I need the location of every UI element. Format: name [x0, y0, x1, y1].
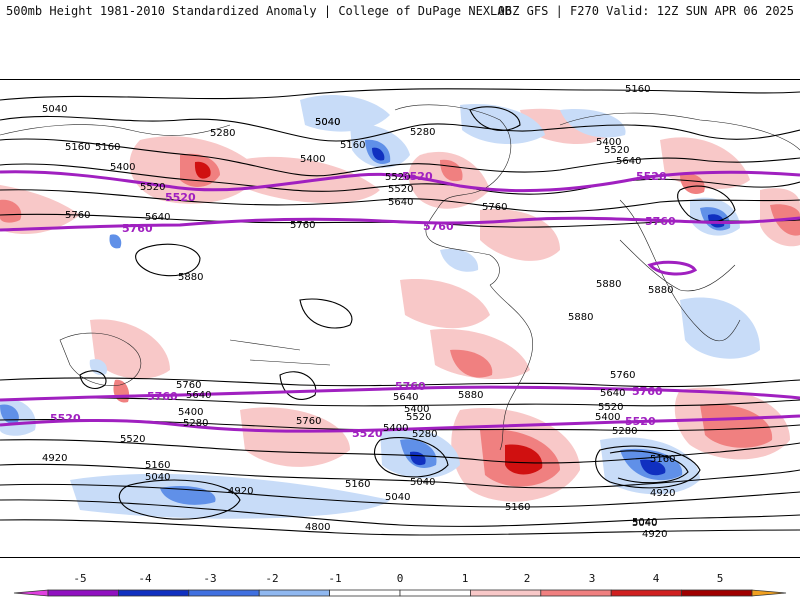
contour-label: 5280 — [183, 418, 208, 429]
contour-label: 5760 — [482, 202, 507, 213]
contour-label: 5640 — [145, 212, 170, 223]
contour-label: 5040 — [315, 117, 340, 128]
contour-label: 5520 — [598, 402, 623, 413]
contour-label: 5520 — [385, 172, 410, 183]
model-run-label: 06Z GFS | F270 Valid: 12Z SUN APR 06 202… — [497, 4, 794, 18]
reference-label: 5760 — [645, 215, 676, 228]
contour-label: 5400 — [595, 412, 620, 423]
contour-label: 5760 — [296, 416, 321, 427]
colorbar-tick: 5 — [716, 572, 724, 585]
contour-label: 5640 — [393, 392, 418, 403]
contour-label: 5640 — [186, 390, 211, 401]
reference-label: 5520 — [625, 415, 656, 428]
contour-label: 5400 — [383, 423, 408, 434]
contour-label: 5280 — [410, 127, 435, 138]
anomaly-shading — [0, 95, 800, 519]
contour-label: 5280 — [412, 429, 437, 440]
reference-label: 5760 — [147, 390, 178, 403]
contour-label: 5160 — [145, 460, 170, 471]
contour-label: 5400 — [300, 154, 325, 165]
contour-labels: 5160 5040 5040 5160 5280 5400 5520 5640 … — [42, 84, 675, 540]
colorbar-tick: 3 — [588, 572, 596, 585]
contour-label: 5400 — [404, 404, 429, 415]
reference-label: 5520 — [402, 170, 433, 183]
contour-label: 5280 — [612, 426, 637, 437]
contour-label: 5640 — [388, 197, 413, 208]
contour-label: 5040 — [632, 517, 657, 528]
contour-label: 5520 — [120, 434, 145, 445]
contour-label: 5520 — [604, 145, 629, 156]
contour-label: 5520 — [406, 412, 431, 423]
reference-label: 5760 — [423, 220, 454, 233]
contour-label: 5160 — [340, 140, 365, 151]
colorbar-tick: -1 — [328, 572, 342, 585]
colorbar-tick: -2 — [265, 572, 279, 585]
contour-label: 5040 — [42, 104, 67, 115]
contour-label: 5160 — [505, 502, 530, 513]
contour-label: 4920 — [228, 486, 253, 497]
contour-label: 5400 — [178, 407, 203, 418]
contour-label: 5160 — [650, 454, 675, 465]
reference-label: 5520 — [165, 191, 196, 204]
colorbar: -5 -4 -3 -2 -1 0 1 2 3 4 5 — [0, 572, 800, 600]
contour-label: 5640 — [600, 388, 625, 399]
contour-label: 4920 — [642, 529, 667, 540]
contour-label: 5040 — [145, 472, 170, 483]
colorbar-tick: 1 — [461, 572, 469, 585]
colorbar-tick: -4 — [138, 572, 152, 585]
contour-label: 5880 — [568, 312, 593, 323]
colorbar-tick: -3 — [203, 572, 217, 585]
map-header: 500mb Height 1981-2010 Standardized Anom… — [0, 0, 800, 22]
colorbar-tick: 4 — [652, 572, 660, 585]
contour-label: 5760 — [290, 220, 315, 231]
contour-label: 5760 — [65, 210, 90, 221]
reference-label: 5760 — [395, 380, 426, 393]
contour-label: 5520 — [140, 182, 165, 193]
reference-label: 5760 — [122, 222, 153, 235]
contour-label: 5880 — [596, 279, 621, 290]
contour-label: 5160 — [625, 84, 650, 95]
reference-label: 5520 — [636, 170, 667, 183]
map-title: 500mb Height 1981-2010 Standardized Anom… — [6, 4, 512, 18]
contour-label: 5040 — [315, 117, 340, 128]
contour-label: 5160 — [345, 479, 370, 490]
reference-label: 5520 — [50, 412, 81, 425]
contour-label: 5880 — [648, 285, 673, 296]
contour-label: 5400 — [596, 137, 621, 148]
contour-label: 5880 — [458, 390, 483, 401]
contour-label: 5760 — [610, 370, 635, 381]
reference-labels: 5520 5760 5520 5760 5520 5760 5760 5520 … — [50, 170, 676, 440]
contour-label: 5160 — [95, 142, 120, 153]
reference-label: 5520 — [352, 427, 383, 440]
coastlines — [0, 104, 800, 451]
contour-label: 5040 — [632, 518, 657, 529]
contour-label: 4800 — [305, 522, 330, 533]
contour-label: 4920 — [42, 453, 67, 464]
contour-label: 5400 — [110, 162, 135, 173]
colorbar-tick: 0 — [396, 572, 404, 585]
contour-label: 5640 — [616, 156, 641, 167]
contour-label: 5880 — [178, 272, 203, 283]
colorbar-tick: -5 — [73, 572, 87, 585]
contour-label: 4920 — [650, 488, 675, 499]
contour-label: 5520 — [388, 184, 413, 195]
contour-label: 5160 — [65, 142, 90, 153]
colorbar-tick: 2 — [523, 572, 531, 585]
map-canvas: 5160 5040 5040 5160 5280 5400 5520 5640 … — [0, 84, 800, 540]
contour-label: 5040 — [410, 477, 435, 488]
reference-contours — [0, 170, 800, 433]
reference-label: 5760 — [632, 385, 663, 398]
contour-label: 5760 — [176, 380, 201, 391]
anomaly-map: 5160 5040 5040 5160 5280 5400 5520 5640 … — [0, 79, 800, 558]
contour-label: 5280 — [210, 128, 235, 139]
contour-label: 5040 — [385, 492, 410, 503]
